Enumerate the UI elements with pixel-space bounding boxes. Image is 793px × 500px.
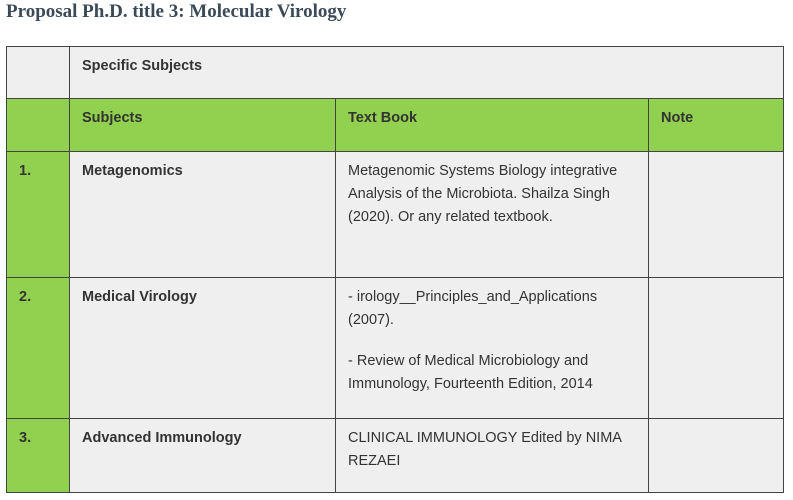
text-book: Metagenomic Systems Biology integrative … — [335, 151, 649, 278]
text-book-entry: - Review of Medical Microbiology and Imm… — [348, 353, 593, 392]
row-number: 3. — [6, 418, 70, 493]
subject: Medical Virology — [69, 277, 336, 419]
text-book: CLINICAL IMMUNOLOGY Edited by NIMA REZAE… — [335, 418, 649, 493]
subject: Advanced Immunology — [69, 418, 336, 493]
subjects-table: Specific Subjects Subjects Text Book Not… — [6, 46, 784, 493]
note — [648, 418, 784, 493]
text-book-entry: Metagenomic Systems Biology integrative … — [348, 163, 618, 225]
header-cell: Subjects — [69, 98, 336, 152]
note — [648, 151, 784, 278]
text-book-entry: CLINICAL IMMUNOLOGY Edited by NIMA REZAE… — [348, 430, 622, 469]
note — [648, 277, 784, 419]
row-number: 2. — [6, 277, 70, 419]
header-cell: Text Book — [335, 98, 649, 152]
header-cell: Note — [648, 98, 784, 152]
text-book: - irology__Principles_and_Applications (… — [335, 277, 649, 419]
table-caption: Specific Subjects — [69, 46, 784, 99]
text-book-entry: - irology__Principles_and_Applications (… — [348, 289, 598, 328]
header-cell — [6, 98, 70, 152]
row-number: 1. — [6, 151, 70, 278]
corner-cell — [6, 46, 70, 99]
subject: Metagenomics — [69, 151, 336, 278]
page-title: Proposal Ph.D. title 3: Molecular Virolo… — [6, 1, 347, 22]
